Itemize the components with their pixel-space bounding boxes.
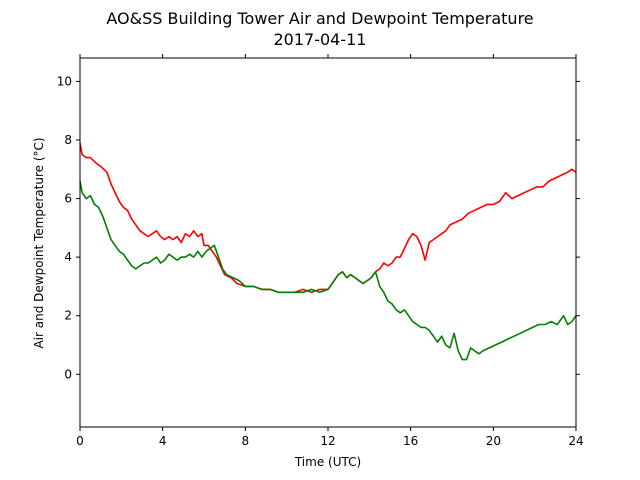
y-tick-label: 6 — [64, 192, 72, 206]
x-tick-label: 24 — [568, 434, 583, 448]
plot-frame — [79, 57, 577, 428]
series-line-2 — [79, 180, 577, 361]
x-ticks: 0 4 8 12 16 20 24 — [76, 54, 584, 448]
y-tick-label: 4 — [64, 250, 72, 264]
y-tick-label: 0 — [64, 367, 72, 381]
x-tick-label: 4 — [159, 434, 167, 448]
x-tick-label: 12 — [320, 434, 335, 448]
series-layer — [79, 142, 577, 361]
x-tick-label: 0 — [76, 434, 84, 448]
x-axis-label: Time (UTC) — [294, 455, 361, 469]
x-tick-label: 8 — [242, 434, 250, 448]
chart-subtitle: 2017-04-11 — [274, 30, 367, 49]
y-ticks: 0 2 4 6 8 10 — [57, 74, 580, 381]
chart-title: AO&SS Building Tower Air and Dewpoint Te… — [106, 9, 533, 28]
y-tick-label: 2 — [64, 309, 72, 323]
x-tick-label: 16 — [403, 434, 418, 448]
y-tick-label: 8 — [64, 133, 72, 147]
series-line-1 — [79, 142, 577, 294]
y-tick-label: 10 — [57, 74, 72, 88]
y-axis-label: Air and Dewpoint Temperature (°C) — [32, 137, 46, 348]
x-tick-label: 20 — [486, 434, 501, 448]
